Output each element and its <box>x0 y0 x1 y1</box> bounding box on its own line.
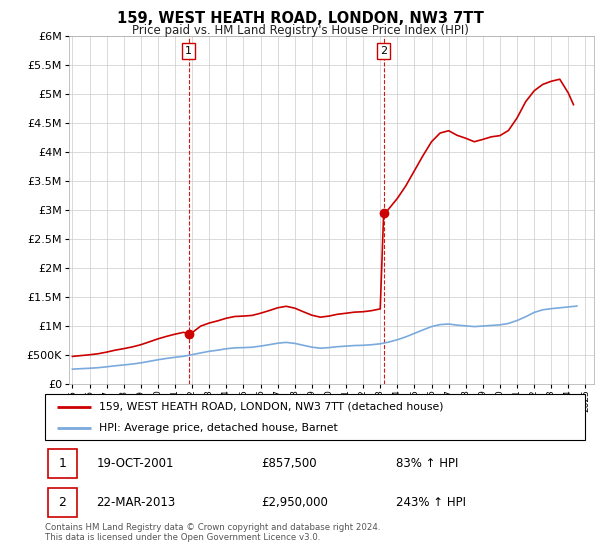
Text: Price paid vs. HM Land Registry's House Price Index (HPI): Price paid vs. HM Land Registry's House … <box>131 24 469 36</box>
Text: 159, WEST HEATH ROAD, LONDON, NW3 7TT: 159, WEST HEATH ROAD, LONDON, NW3 7TT <box>116 11 484 26</box>
Bar <box>48 449 77 478</box>
Text: 1: 1 <box>185 46 192 56</box>
Text: 2: 2 <box>59 496 67 510</box>
Text: HPI: Average price, detached house, Barnet: HPI: Average price, detached house, Barn… <box>99 423 338 433</box>
Text: 243% ↑ HPI: 243% ↑ HPI <box>396 496 466 510</box>
Text: 19-OCT-2001: 19-OCT-2001 <box>96 457 174 470</box>
Text: £2,950,000: £2,950,000 <box>261 496 328 510</box>
Text: 83% ↑ HPI: 83% ↑ HPI <box>396 457 458 470</box>
Text: 159, WEST HEATH ROAD, LONDON, NW3 7TT (detached house): 159, WEST HEATH ROAD, LONDON, NW3 7TT (d… <box>99 402 443 412</box>
Bar <box>48 488 77 517</box>
Text: 2: 2 <box>380 46 387 56</box>
Text: Contains HM Land Registry data © Crown copyright and database right 2024.
This d: Contains HM Land Registry data © Crown c… <box>45 523 380 543</box>
Text: £857,500: £857,500 <box>261 457 317 470</box>
Text: 1: 1 <box>59 457 67 470</box>
Text: 22-MAR-2013: 22-MAR-2013 <box>96 496 176 510</box>
